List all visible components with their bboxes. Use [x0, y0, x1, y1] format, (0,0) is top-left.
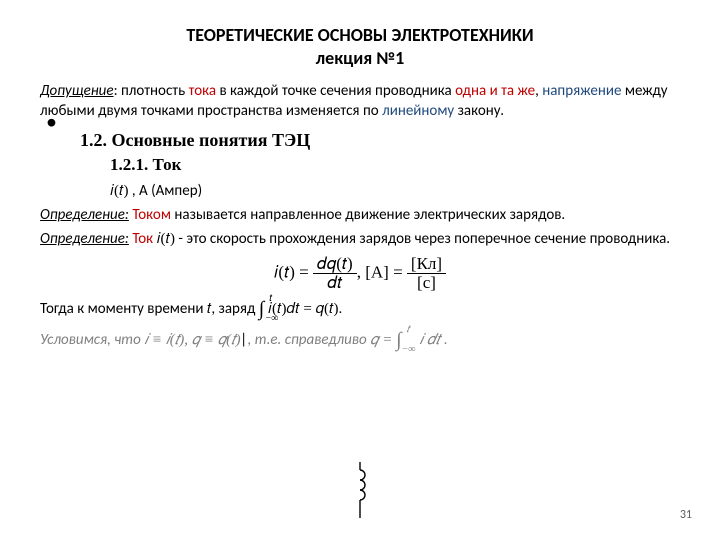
- fraction: 𝑑𝑞(𝑡)𝑑𝑡: [313, 255, 357, 292]
- hl: Ток: [132, 230, 153, 248]
- t: закону.: [454, 102, 504, 120]
- hl: Током: [132, 206, 171, 224]
- current-symbol-unit: 𝑖(𝑡) , А (Ампер): [110, 181, 680, 201]
- integral-icon: ∫𝑡−∞: [396, 327, 401, 354]
- expr: 𝑖(𝑡): [157, 231, 175, 247]
- mid: , [A] =: [357, 263, 407, 282]
- def-lead: Определение:: [40, 230, 129, 248]
- body: Допущение: плотность тока в каждой точке…: [40, 81, 680, 354]
- page-number: 31: [680, 508, 692, 522]
- then-paragraph: Тогда к моменту времени 𝑡, заряд ∫𝑡−∞ 𝑖(…: [40, 296, 680, 323]
- current-formula: 𝑖(𝑡) = 𝑑𝑞(𝑡)𝑑𝑡, [A] = [Кл][с]: [40, 255, 680, 292]
- assumption-lead: Допущение: [40, 82, 114, 100]
- subsection-heading: 1.2.1. Ток: [110, 154, 680, 177]
- slide-page: ТЕОРЕТИЧЕСКИЕ ОСНОВЫ ЭЛЕКТРОТЕХНИКИ лекц…: [0, 0, 720, 540]
- def-lead: Определение:: [40, 206, 129, 224]
- t: - это скорость прохождения зарядов через…: [175, 230, 670, 248]
- title-line-2: лекция №1: [40, 47, 680, 70]
- inductor-icon: [352, 462, 368, 518]
- text-cursor-icon: |: [241, 331, 248, 349]
- convention-paragraph: Условимся, что 𝑖 ≡ 𝑖(𝑡), 𝑞 ≡ 𝑞(𝑡)|, т.е.…: [40, 327, 680, 354]
- section-heading: 1.2. Основные понятия ТЭЦ: [80, 128, 680, 152]
- hl: линейному: [382, 102, 454, 120]
- title-block: ТЕОРЕТИЧЕСКИЕ ОСНОВЫ ЭЛЕКТРОТЕХНИКИ лекц…: [40, 24, 680, 69]
- expr: 𝑖(𝑡): [110, 183, 128, 199]
- hl: напряжение: [542, 82, 621, 100]
- unit-fraction: [Кл][с]: [407, 255, 446, 292]
- hl: одна и та же: [455, 82, 535, 100]
- t: в каждой точке сечения проводника: [216, 82, 455, 100]
- integral-icon: ∫𝑡−∞: [259, 296, 264, 323]
- title-line-1: ТЕОРЕТИЧЕСКИЕ ОСНОВЫ ЭЛЕКТРОТЕХНИКИ: [40, 24, 680, 47]
- unit-text: , А (Ампер): [128, 182, 202, 200]
- definition-2: Определение: Ток 𝑖(𝑡) - это скорость про…: [40, 229, 680, 249]
- definition-1: Определение: Током называется направленн…: [40, 205, 680, 225]
- lhs: 𝑖(𝑡) =: [274, 263, 313, 282]
- t: : плотность: [114, 82, 189, 100]
- hl: тока: [189, 82, 216, 100]
- assumption-paragraph: Допущение: плотность тока в каждой точке…: [40, 81, 680, 122]
- t: называется направленное движение электри…: [171, 206, 565, 224]
- bullet-icon: •: [46, 108, 57, 135]
